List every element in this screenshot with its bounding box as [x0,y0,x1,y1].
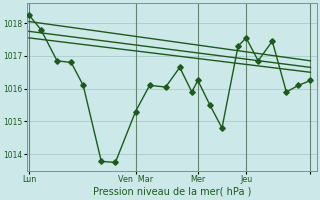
X-axis label: Pression niveau de la mer( hPa ): Pression niveau de la mer( hPa ) [92,187,251,197]
